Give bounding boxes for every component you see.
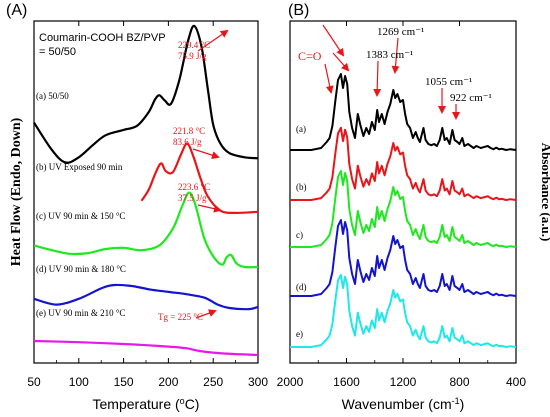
panel-b-y-axis-label: Absorbance (a.u.)	[539, 143, 550, 242]
legend-line-2: = 50/50	[39, 46, 76, 58]
x-tick-label: 300	[248, 375, 268, 389]
spectrum-label-0: (a)	[296, 124, 306, 134]
dsc-curve-2	[33, 191, 259, 269]
panel-b-x-ticks: 2000 1600 1200 800 400	[277, 21, 526, 389]
ftir-peak-arrow	[322, 24, 345, 57]
dsc-annotation-text: 221.8 °C	[173, 126, 205, 136]
panel-a-label: (A)	[6, 2, 27, 19]
ftir-spectrum-2	[290, 170, 517, 248]
legend-line-1: Coumarin-COOH BZ/PVP	[39, 32, 166, 44]
ftir-peak-arrow	[391, 37, 400, 74]
dsc-annotation-text: 75.9 J/g	[178, 51, 207, 61]
ftir-peak-arrow	[324, 63, 334, 94]
spectrum-label-4: e)	[296, 329, 303, 339]
ftir-peak-label: C=O	[298, 49, 322, 63]
panel-b-label: (B)	[288, 2, 309, 19]
ftir-peak-arrow	[332, 52, 350, 72]
panel-b-x-axis-label: Wavenumber (cm-1)	[342, 396, 465, 412]
dsc-annotation-arrow	[195, 309, 217, 319]
dsc-annotation-text: 229.4 °C	[178, 40, 210, 50]
panel-b-annotations: C=O 1269 cm⁻¹ 1383 cm⁻¹ 1055 cm⁻¹ 922 cm⁻¹	[298, 24, 492, 120]
ftir-spectrum-1	[290, 126, 517, 201]
dsc-annotation-text: 223.6 °C	[178, 182, 210, 192]
panel-a-annotations: 229.4 °C75.9 J/g 221.8 °C83.6 J/g 223.6 °C…	[158, 29, 229, 322]
x-tick-label: 1600	[333, 375, 360, 389]
dsc-annotation-arrow	[197, 29, 229, 52]
spectrum-label-3: (d)	[296, 282, 307, 292]
panel-a: (A) Coumarin-COOH BZ/PVP = 50/50 50 100 15…	[6, 2, 268, 412]
panel-a-curves	[33, 24, 259, 357]
x-tick-label: 150	[114, 375, 134, 389]
ftir-peak-arrow	[373, 60, 382, 97]
ftir-peak-label: 1055 cm⁻¹	[425, 76, 472, 88]
ftir-spectrum-3	[290, 219, 517, 297]
dsc-curve-4	[33, 339, 259, 357]
panel-b-curves	[290, 73, 517, 348]
panel-a-series-labels: (a) 50/50 (b) UV Exposed 90 min (c) UV 90 …	[36, 91, 126, 318]
dsc-annotation-text: Tg = 225 °C	[158, 312, 203, 322]
ftir-spectrum-0	[290, 73, 517, 151]
ftir-peak-label: 922 cm⁻¹	[450, 92, 492, 104]
x-tick-label: 800	[449, 375, 469, 389]
series-label-0: (a) 50/50	[36, 91, 69, 101]
x-tick-label: 50	[27, 375, 41, 389]
dsc-annotation-text: 37.5 J/g	[178, 193, 207, 203]
dsc-annotation-arrow	[197, 204, 222, 213]
x-tick-label: 400	[506, 375, 526, 389]
ftir-spectrum-4	[290, 273, 517, 348]
ftir-peak-label: 1269 cm⁻¹	[377, 26, 424, 38]
series-label-2: (c) UV 90 min & 150 °C	[36, 211, 125, 221]
spectrum-label-2: c)	[296, 230, 303, 240]
series-label-4: (e) UV 90 min & 210 °C	[36, 308, 125, 318]
x-tick-label: 200	[158, 375, 178, 389]
dsc-curve-0	[33, 24, 259, 164]
panel-b-series-labels: (a) (b) c) (d) e)	[296, 124, 307, 339]
x-tick-label: 250	[203, 375, 223, 389]
series-label-1: (b) UV Exposed 90 min	[36, 162, 123, 172]
dsc-annotation-text: 83.6 J/g	[173, 137, 202, 147]
dsc-annotation-arrow	[192, 148, 220, 159]
panel-a-x-axis-label: Temperature (oC)	[93, 396, 200, 412]
panel-b-frame	[289, 20, 517, 364]
panel-b: (B) 2000 1600 1200 800 400 (a) (b) c) (d) e) C=O…	[277, 2, 550, 412]
series-label-3: (d) UV 90 min & 180 °C	[36, 264, 126, 274]
panel-a-y-axis-label: Heat Flow (Endo, Down)	[9, 117, 24, 266]
x-tick-label: 1200	[390, 375, 417, 389]
x-tick-label: 100	[69, 375, 89, 389]
spectrum-label-1: (b)	[296, 182, 307, 192]
panel-a-x-ticks: 50 100 150 200 250 300	[27, 21, 268, 389]
x-tick-label: 2000	[277, 375, 304, 389]
dsc-curve-3	[33, 283, 259, 311]
ftir-peak-label: 1383 cm⁻¹	[366, 49, 413, 61]
